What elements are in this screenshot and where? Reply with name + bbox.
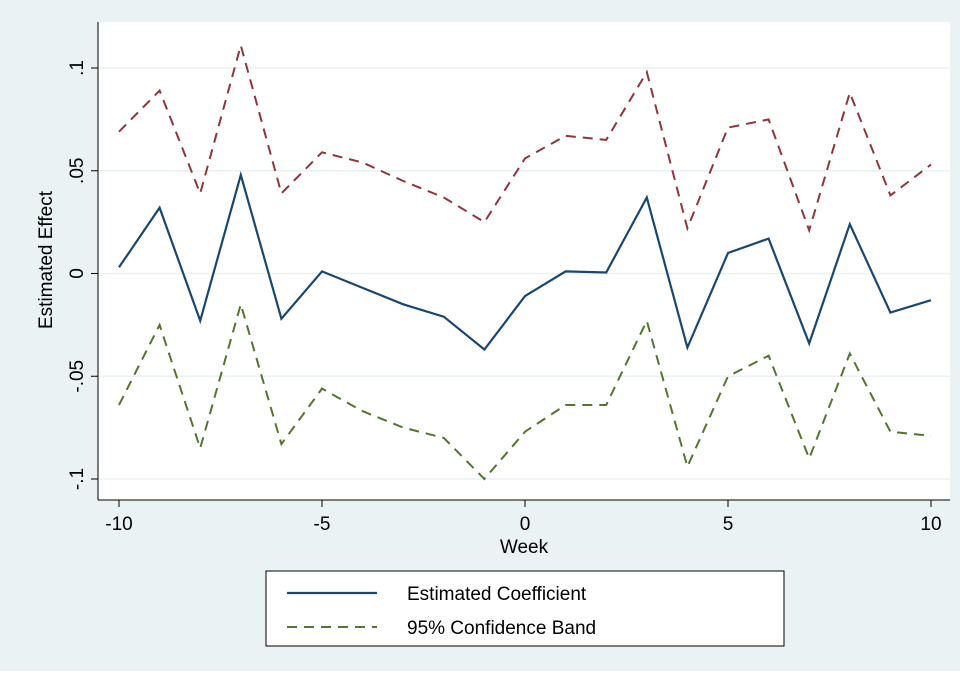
y-tick-label: -.1 (67, 468, 88, 490)
grid-lines (99, 67, 950, 480)
x-axis-ticks: -10 -5 0 5 10 (105, 500, 942, 535)
x-tick-label: -5 (314, 514, 331, 535)
y-tick-label: -.05 (67, 360, 88, 393)
x-axis-label: Week (500, 537, 549, 558)
x-tick-label: 10 (920, 514, 941, 535)
plot-area (98, 22, 950, 500)
upper-confidence-band-line (118, 41, 932, 234)
x-tick-label: 0 (520, 514, 531, 535)
y-tick-label: .05 (67, 158, 88, 184)
x-tick-label: 5 (723, 514, 734, 535)
y-tick-label: 0 (67, 268, 88, 279)
legend-label-estimated-coefficient: Estimated Coefficient (407, 584, 587, 605)
y-tick-label: .1 (67, 60, 88, 76)
legend: Estimated Coefficient 95% Confidence Ban… (265, 570, 785, 647)
data-series (118, 41, 932, 481)
x-tick-label: -10 (105, 514, 132, 535)
y-axis-label: Estimated Effect (36, 190, 57, 329)
y-axis-ticks: -.1 -.05 0 .05 .1 (67, 60, 98, 490)
estimated-coefficient-line (118, 170, 932, 352)
lower-confidence-band-line (118, 300, 932, 481)
legend-box (265, 570, 785, 647)
legend-label-confidence-band: 95% Confidence Band (407, 618, 596, 639)
